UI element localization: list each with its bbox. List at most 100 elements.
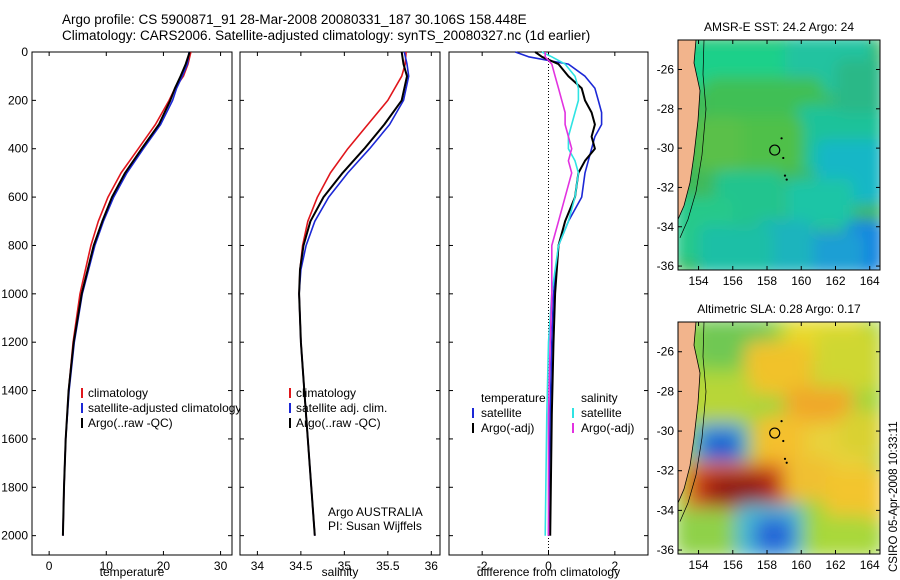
field-patch (754, 415, 808, 466)
field-patch (734, 116, 804, 171)
x-tick-label: 154 (689, 558, 709, 572)
legend-entry: Argo(..raw -QC) (296, 416, 381, 430)
field-patch (815, 329, 880, 391)
field-patch (684, 376, 753, 424)
x-tick-label: 158 (757, 274, 777, 288)
legend-entry: climatology (88, 386, 148, 400)
track-point (785, 178, 788, 181)
legend-entry: satellite (581, 406, 622, 420)
figure-title-line2: Climatology: CARS2006. Satellite-adjuste… (62, 28, 591, 43)
y-tick-label: 1200 (1, 335, 28, 349)
y-tick-label: -36 (657, 259, 675, 273)
x-tick-label: 34.5 (289, 559, 313, 573)
x-axis-label: salinity (322, 565, 359, 579)
x-tick-label: 162 (825, 558, 845, 572)
y-tick-label: 1600 (1, 432, 28, 446)
legend-header: salinity (581, 391, 618, 405)
y-tick-label: 2000 (1, 529, 28, 543)
x-tick-label: 34 (251, 559, 265, 573)
legend-entry: satellite adj. clim. (296, 401, 387, 415)
field-patch (744, 341, 814, 396)
field-patch (839, 410, 880, 454)
track-point (780, 420, 783, 423)
map-panel-sst: AMSR-E SST: 24.2 Argo: 24 154 156 158 160 162… (657, 20, 881, 288)
x-tick-label: 35.5 (376, 559, 400, 573)
track-point (783, 457, 787, 460)
x-tick-label: 10 (100, 559, 114, 573)
x-tick-label: 160 (791, 558, 811, 572)
y-tick-label: -34 (657, 220, 675, 234)
y-tick-label: 0 (21, 45, 28, 59)
field-patch (698, 224, 773, 270)
y-tick-label: -26 (657, 345, 675, 359)
y-tick-label: 200 (8, 93, 28, 107)
map-title: AMSR-E SST: 24.2 Argo: 24 (704, 20, 854, 34)
y-tick-label: 1400 (1, 384, 28, 398)
profile-panel-1: 0 200 400 600 800 1000 1200 1400 1600 1800 2000 0 10… (1, 45, 241, 579)
y-tick-label: -32 (657, 464, 675, 478)
argo-position-marker (769, 427, 781, 439)
x-tick-label: 20 (157, 559, 171, 573)
x-tick-label: 0 (545, 559, 552, 573)
y-tick-label: -28 (657, 384, 675, 398)
plot-frame (239, 51, 441, 556)
map-frame (677, 39, 881, 271)
figure-title-line1: Argo profile: CS 5900871_91 28-Mar-2008 … (62, 12, 527, 27)
field-patch (835, 59, 880, 113)
y-tick-label: -34 (657, 503, 675, 517)
plot-frame (31, 51, 233, 556)
annotation-text: Argo AUSTRALIA (328, 505, 423, 519)
x-tick-label: -2 (477, 559, 488, 573)
argo-position-marker (769, 144, 781, 156)
x-tick-label: 164 (860, 558, 880, 572)
series-line-satellite (515, 51, 603, 536)
land-mass (678, 322, 701, 504)
field-patch (678, 508, 733, 554)
y-tick-label: -30 (657, 424, 675, 438)
field-patch (704, 77, 824, 118)
coast-contour (679, 322, 707, 522)
field-patch (714, 475, 763, 503)
y-tick-label: -36 (657, 543, 675, 557)
x-axis-label: difference from climatology (477, 565, 620, 579)
legend-entry: satellite (481, 406, 522, 420)
legend-entry: Argo(-adj) (581, 421, 634, 435)
y-tick-label: -28 (657, 102, 675, 116)
series-line-argo-raw-qc- (61, 51, 191, 536)
legend-entry: Argo(-adj) (481, 421, 534, 435)
field-patch (704, 434, 739, 461)
land-mass (678, 40, 701, 220)
x-tick-label: 164 (860, 274, 880, 288)
map-frame (677, 321, 881, 555)
x-tick-label: 158 (757, 558, 777, 572)
map-field (678, 322, 880, 554)
annotation-text: PI: Susan Wijffels (328, 519, 422, 533)
x-tick-label: 2 (611, 559, 618, 573)
y-tick-label: -30 (657, 141, 675, 155)
x-tick-label: 35 (338, 559, 352, 573)
legend-header: temperature (481, 391, 546, 405)
field-patch (694, 116, 743, 171)
x-tick-label: 156 (723, 558, 743, 572)
legend-entry: climatology (296, 386, 356, 400)
x-tick-label: 36 (425, 559, 439, 573)
x-axis-label: temperature (100, 565, 165, 579)
track-point (785, 461, 788, 464)
map-panel-sla: Altimetric SLA: 0.28 Argo: 0.17 154 156 158… (657, 302, 881, 572)
map-field (678, 40, 880, 270)
legend-entry: satellite-adjusted climatology (88, 401, 241, 415)
series-line-argo-adj- (544, 52, 573, 536)
y-tick-label: 1800 (1, 480, 28, 494)
profile-panel-2: 34 34.5 35 35.5 36 salinity climatologysatelli… (239, 51, 441, 579)
legend-entry: Argo(..raw -QC) (88, 416, 173, 430)
y-tick-label: -26 (657, 62, 675, 76)
series-line-argo-adj- (534, 51, 596, 536)
field-patch (815, 515, 874, 554)
y-tick-label: 600 (8, 190, 28, 204)
series-line-argo-raw-qc- (298, 51, 408, 536)
x-tick-label: 162 (825, 274, 845, 288)
x-tick-label: 30 (214, 559, 228, 573)
y-tick-label: 400 (8, 142, 28, 156)
